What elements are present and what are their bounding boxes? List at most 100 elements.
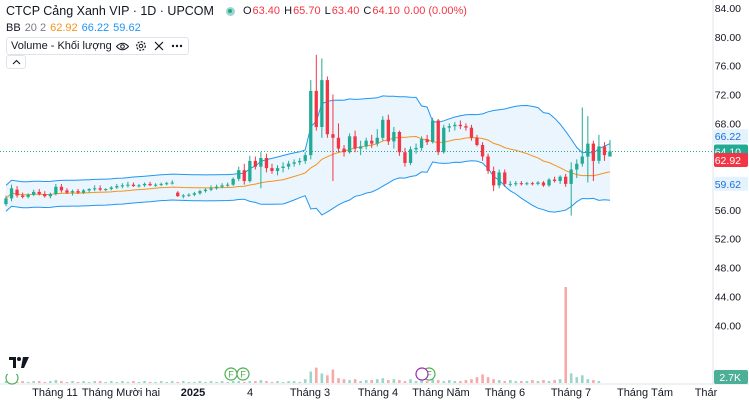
price-badge-upper-band-label: 66.22	[715, 131, 741, 143]
time-axis-label: Tháng 7	[551, 387, 591, 399]
volume-bar	[98, 381, 102, 383]
market-status-icon	[225, 6, 235, 16]
candle-body	[48, 194, 52, 197]
volume-bar	[525, 381, 529, 383]
candle-body	[425, 139, 429, 143]
candle-body	[386, 119, 390, 142]
volume-bar	[536, 381, 540, 383]
candle-body	[214, 186, 219, 189]
volume-bar	[115, 382, 119, 383]
bb-legend[interactable]: BB 20 2 62.92 66.22 59.62	[6, 22, 141, 34]
volume-bar	[581, 375, 584, 383]
candle-body	[120, 185, 124, 187]
candle-body	[381, 119, 385, 138]
candle-body	[292, 162, 296, 164]
candle-body	[131, 184, 136, 187]
volume-bar	[60, 381, 63, 383]
volume-bar	[459, 381, 462, 383]
volume-bar	[165, 382, 168, 383]
volume-bar	[503, 381, 506, 383]
candle-body	[126, 184, 130, 186]
candle-body	[353, 136, 357, 149]
open-value: 63.40	[252, 5, 281, 17]
eye-icon[interactable]	[116, 39, 130, 53]
candle-body	[503, 172, 507, 184]
candle-body	[286, 163, 291, 167]
candle-body	[392, 132, 396, 142]
candle-body	[43, 194, 47, 197]
volume-label: Volume - Khối lượng	[11, 40, 112, 52]
candle-body	[21, 195, 25, 197]
candle-body	[309, 90, 313, 156]
time-axis-label: Tháng Mười hai	[82, 387, 160, 399]
event-marker-icon	[236, 367, 250, 381]
price-badge-basis-label: 62.92	[715, 155, 741, 167]
bollinger-basis-line	[5, 135, 611, 199]
candle-body	[187, 194, 191, 196]
volume-bar	[121, 381, 124, 383]
volume-bar	[143, 381, 146, 383]
candle-body	[580, 156, 584, 164]
candle-body	[59, 186, 64, 191]
candle-body	[159, 183, 163, 185]
close-icon[interactable]	[152, 39, 166, 53]
more-options-icon[interactable]	[170, 39, 184, 53]
candle-body	[397, 132, 402, 153]
candle-body	[408, 149, 413, 163]
volume-bar	[248, 381, 252, 383]
volume-bar	[331, 369, 335, 383]
candle-body	[65, 190, 69, 193]
collapse-legend-button[interactable]	[6, 55, 26, 69]
price-badge-basis	[714, 153, 748, 167]
volume-bar	[398, 380, 401, 383]
settings-gear-icon[interactable]	[134, 39, 148, 53]
candle-body	[26, 194, 30, 197]
volume-legend[interactable]: Volume - Khối lượng	[6, 37, 189, 55]
candle-body	[364, 140, 368, 147]
volume-bar	[276, 381, 279, 383]
dividend-marker-icon	[415, 367, 429, 381]
volume-bar	[486, 377, 490, 383]
candle-body	[37, 191, 41, 195]
bollinger-upper-line	[5, 95, 611, 186]
candle-body	[530, 183, 535, 185]
candle-body	[298, 160, 302, 163]
volume-bar	[209, 381, 213, 383]
tradingview-logo[interactable]	[4, 350, 34, 374]
volume-bar	[387, 380, 390, 383]
volume-bar	[4, 381, 8, 383]
volume-bar	[436, 380, 440, 383]
volume-bar	[159, 381, 163, 383]
volume-bar	[326, 375, 329, 383]
candle-body	[198, 191, 202, 194]
chevron-up-icon	[12, 59, 20, 65]
volume-bar	[431, 379, 434, 383]
volume-bar	[470, 379, 473, 383]
candle-body	[431, 120, 435, 143]
candle-body	[541, 182, 546, 186]
volume-bar	[49, 381, 52, 383]
volume-bar	[409, 379, 412, 383]
volume-bar	[364, 380, 368, 383]
bb-params: 20 2	[24, 22, 47, 34]
candle-body	[331, 134, 335, 138]
candle-body	[591, 143, 595, 161]
candle-body	[76, 191, 80, 193]
volume-bar	[231, 381, 235, 383]
candle-body	[226, 184, 230, 186]
candle-body	[220, 185, 224, 187]
volume-bar	[464, 380, 468, 383]
symbol-title[interactable]: CTCP Cảng Xanh VIP · 1D · UPCOM	[6, 4, 214, 18]
volume-bar	[453, 381, 457, 383]
candle-body	[32, 191, 36, 195]
time-axis-label: Thár	[695, 387, 718, 399]
candle-body	[4, 198, 8, 205]
volume-bar	[148, 382, 152, 383]
volume-bar	[32, 381, 35, 383]
volume-bar	[597, 381, 601, 383]
candle-body	[181, 195, 185, 197]
header-legend: CTCP Cảng Xanh VIP · 1D · UPCOM O63.40 H…	[6, 4, 468, 18]
price-tick-label: 56.00	[715, 205, 741, 217]
candle-body	[137, 185, 141, 187]
